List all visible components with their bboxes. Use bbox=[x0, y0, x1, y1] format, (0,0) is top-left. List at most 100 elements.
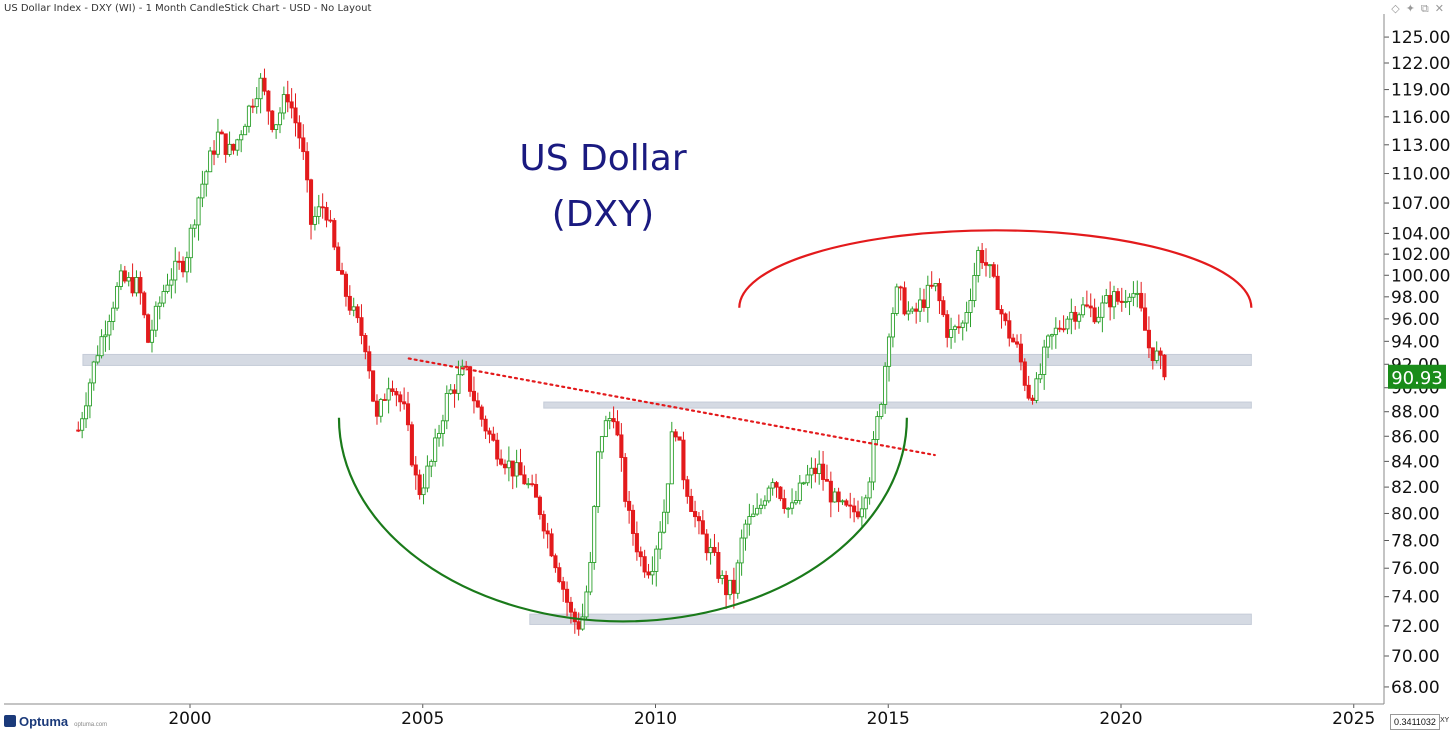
candle bbox=[793, 490, 798, 506]
candle-body bbox=[859, 508, 864, 518]
candle bbox=[192, 219, 197, 238]
candle-body bbox=[227, 143, 232, 155]
candle-body bbox=[786, 507, 791, 510]
candle-body bbox=[952, 326, 958, 330]
candle-body bbox=[774, 482, 779, 488]
candle bbox=[518, 448, 523, 476]
candle bbox=[832, 487, 837, 503]
candle-body bbox=[367, 351, 372, 372]
candle-body bbox=[328, 219, 333, 222]
candle bbox=[115, 282, 120, 311]
candle-body bbox=[157, 302, 162, 307]
candle-body bbox=[537, 496, 542, 515]
candle-body bbox=[630, 509, 636, 534]
candle-body bbox=[254, 98, 259, 108]
candle-body bbox=[968, 300, 973, 313]
candle bbox=[677, 436, 682, 441]
candle bbox=[87, 378, 92, 419]
x-tick-label: 2000 bbox=[168, 709, 211, 729]
candle bbox=[914, 302, 919, 324]
candle-body bbox=[933, 283, 938, 287]
candle bbox=[1073, 306, 1078, 330]
candle bbox=[1154, 341, 1159, 364]
candle-body bbox=[1162, 354, 1167, 378]
candle bbox=[980, 243, 985, 269]
candle bbox=[413, 456, 418, 490]
candle bbox=[968, 288, 973, 328]
candle bbox=[537, 495, 542, 520]
candle-body bbox=[545, 530, 550, 535]
candle-body bbox=[440, 420, 445, 434]
candle bbox=[479, 404, 484, 427]
diamond-icon[interactable]: ◇ bbox=[1391, 2, 1406, 15]
candle bbox=[1088, 293, 1093, 318]
chart-title-line-2: (DXY) bbox=[552, 194, 654, 235]
candle bbox=[208, 146, 213, 173]
window-controls[interactable]: ◇✦⧉✕ bbox=[1391, 2, 1450, 16]
candle bbox=[530, 474, 535, 487]
candle-body bbox=[681, 439, 686, 481]
candle bbox=[1127, 293, 1132, 316]
candle-body bbox=[541, 514, 546, 532]
candle bbox=[925, 275, 930, 323]
candle-body bbox=[623, 457, 628, 502]
candle-body bbox=[1014, 341, 1020, 345]
candle bbox=[1123, 289, 1128, 308]
candle-body bbox=[200, 183, 205, 199]
candle bbox=[340, 262, 345, 275]
candle bbox=[398, 391, 403, 412]
candle bbox=[716, 542, 721, 583]
candle bbox=[708, 538, 713, 565]
candle bbox=[619, 423, 624, 472]
candle-body bbox=[258, 77, 263, 100]
candle bbox=[592, 504, 597, 570]
candle bbox=[343, 271, 348, 307]
candle-body bbox=[704, 533, 709, 554]
candle bbox=[297, 115, 302, 149]
candle bbox=[689, 488, 694, 512]
close-icon[interactable]: ✕ bbox=[1434, 2, 1450, 15]
cursor-value-field[interactable]: 0.3411032 bbox=[1390, 714, 1440, 730]
candle bbox=[774, 481, 779, 498]
candle bbox=[813, 458, 818, 483]
candle-body bbox=[1150, 347, 1155, 361]
candle-body bbox=[561, 581, 566, 590]
candle-body bbox=[1080, 304, 1086, 316]
candle bbox=[277, 107, 283, 134]
y-tick-label: 78.00 bbox=[1391, 531, 1440, 551]
candle-body bbox=[87, 382, 92, 407]
xy-mode-toggle[interactable]: XY bbox=[1440, 716, 1450, 724]
candle-body bbox=[584, 591, 589, 618]
candle bbox=[553, 553, 558, 573]
restore-icon[interactable]: ⧉ bbox=[1420, 2, 1435, 15]
candle-body bbox=[852, 505, 857, 513]
x-tick-label: 2015 bbox=[867, 709, 910, 729]
candle-body bbox=[976, 250, 981, 276]
candle bbox=[270, 110, 275, 133]
candle bbox=[817, 450, 822, 485]
candle bbox=[770, 478, 775, 496]
candle-body bbox=[619, 434, 624, 458]
candle bbox=[367, 345, 372, 379]
candle bbox=[883, 362, 888, 414]
candle bbox=[522, 465, 527, 485]
candle-body bbox=[925, 284, 930, 308]
candle bbox=[821, 451, 826, 491]
candle bbox=[243, 123, 248, 136]
candle-body bbox=[778, 486, 783, 500]
candle bbox=[274, 124, 279, 139]
candle-body bbox=[603, 420, 608, 438]
candle bbox=[475, 392, 480, 408]
candle-body bbox=[169, 279, 174, 286]
candle-body bbox=[956, 326, 961, 329]
candle-body bbox=[1096, 316, 1101, 323]
candle-body bbox=[374, 400, 380, 417]
candle-body bbox=[960, 322, 965, 328]
candle bbox=[867, 477, 872, 505]
candle-body bbox=[1135, 292, 1140, 295]
candle bbox=[95, 345, 100, 365]
pin-icon[interactable]: ✦ bbox=[1405, 2, 1421, 15]
candle-body bbox=[654, 548, 659, 572]
candle bbox=[126, 272, 131, 287]
